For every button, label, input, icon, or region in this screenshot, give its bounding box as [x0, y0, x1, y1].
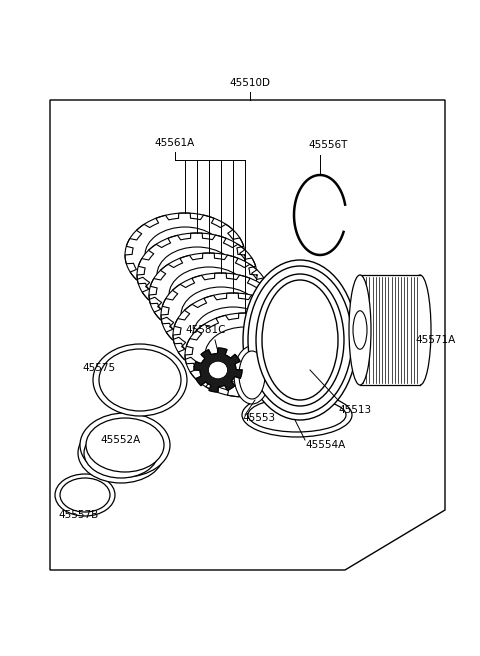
- Polygon shape: [185, 313, 305, 397]
- Ellipse shape: [137, 233, 257, 317]
- Ellipse shape: [60, 478, 110, 512]
- Ellipse shape: [125, 213, 245, 297]
- Text: 45556T: 45556T: [308, 140, 348, 150]
- Ellipse shape: [208, 361, 228, 379]
- Polygon shape: [137, 233, 257, 317]
- Ellipse shape: [205, 327, 285, 383]
- Ellipse shape: [256, 274, 344, 406]
- Ellipse shape: [349, 275, 371, 385]
- Text: 45513: 45513: [338, 405, 371, 415]
- Polygon shape: [173, 293, 293, 377]
- Ellipse shape: [78, 423, 164, 483]
- Ellipse shape: [86, 418, 164, 472]
- Text: 45557B: 45557B: [58, 510, 98, 520]
- Polygon shape: [194, 348, 242, 392]
- Ellipse shape: [149, 253, 269, 337]
- Ellipse shape: [353, 311, 367, 349]
- FancyBboxPatch shape: [360, 275, 420, 385]
- Ellipse shape: [409, 275, 431, 385]
- Text: 45554A: 45554A: [305, 440, 345, 450]
- Text: 45561A: 45561A: [155, 138, 195, 148]
- Ellipse shape: [80, 413, 170, 477]
- Ellipse shape: [239, 351, 265, 399]
- Ellipse shape: [55, 474, 115, 516]
- Text: 45510D: 45510D: [229, 78, 271, 88]
- Text: 45571A: 45571A: [415, 335, 455, 345]
- Ellipse shape: [93, 344, 187, 416]
- Ellipse shape: [193, 307, 273, 363]
- Ellipse shape: [242, 393, 352, 437]
- Ellipse shape: [84, 428, 158, 478]
- Polygon shape: [125, 213, 245, 297]
- Ellipse shape: [262, 280, 338, 400]
- Ellipse shape: [248, 398, 346, 432]
- Text: 45575: 45575: [82, 363, 115, 373]
- Ellipse shape: [234, 346, 270, 404]
- Text: 45553: 45553: [242, 413, 275, 423]
- Text: 45552A: 45552A: [100, 435, 140, 445]
- Ellipse shape: [169, 267, 249, 323]
- Ellipse shape: [99, 349, 181, 411]
- Polygon shape: [149, 253, 269, 337]
- Ellipse shape: [157, 247, 237, 303]
- Ellipse shape: [145, 227, 225, 283]
- Ellipse shape: [185, 313, 305, 397]
- Polygon shape: [161, 273, 281, 357]
- Ellipse shape: [181, 287, 261, 343]
- Ellipse shape: [161, 273, 281, 357]
- Ellipse shape: [248, 266, 352, 414]
- Text: 45581C: 45581C: [185, 325, 226, 335]
- Ellipse shape: [243, 260, 357, 420]
- Ellipse shape: [173, 293, 293, 377]
